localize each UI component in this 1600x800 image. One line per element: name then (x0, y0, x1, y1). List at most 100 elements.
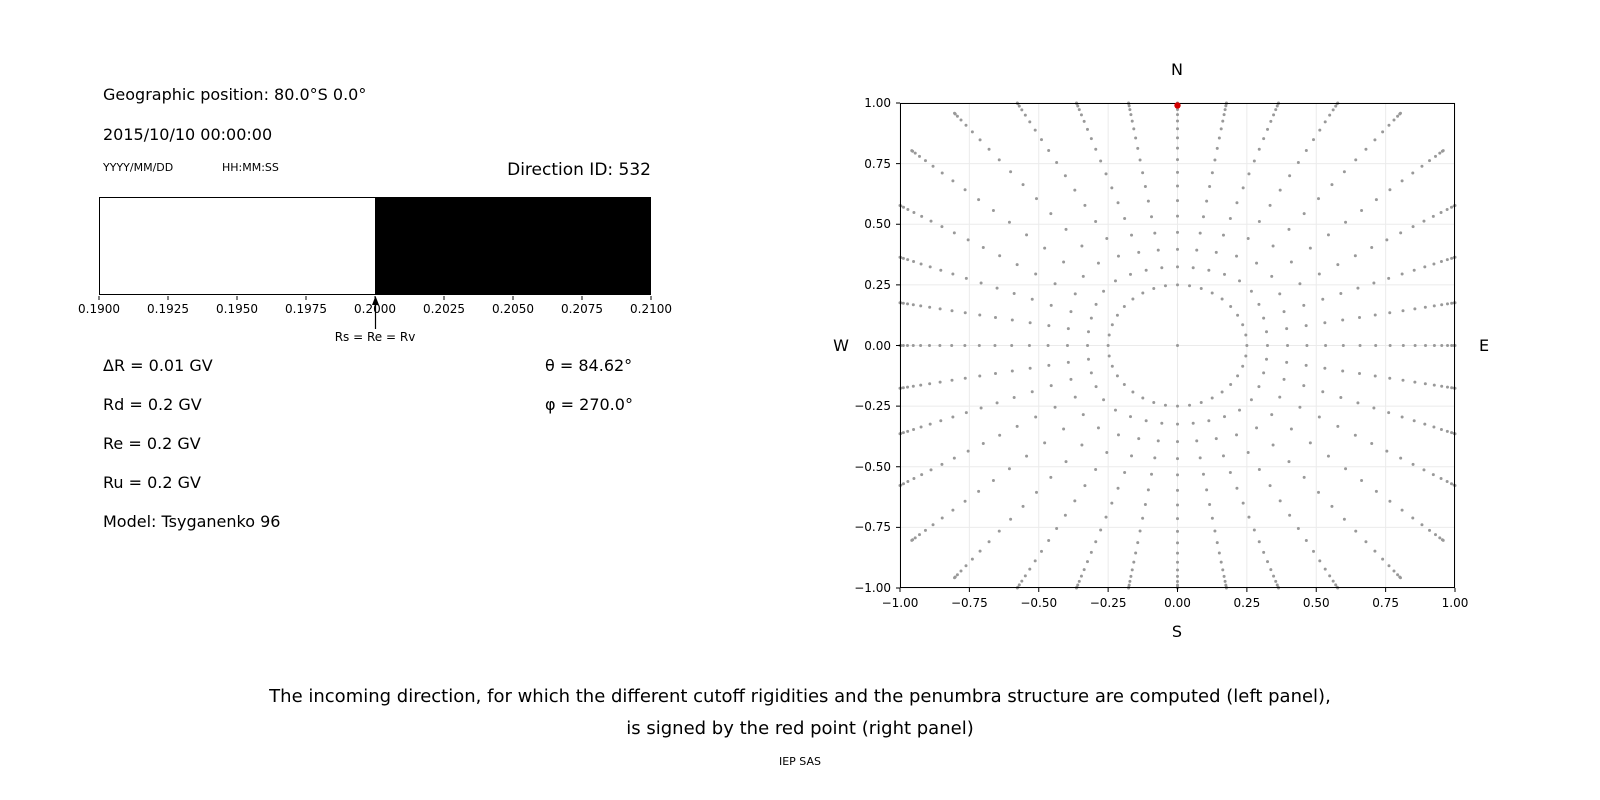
direction-dot (1217, 136, 1221, 140)
penumbra-tick-label: 0.2075 (561, 302, 603, 316)
direction-dot (1116, 486, 1120, 490)
direction-dot (1441, 149, 1445, 153)
direction-dot (1341, 318, 1345, 322)
penumbra-region-forbidden (375, 198, 650, 294)
direction-dot (1373, 549, 1377, 553)
direction-dot (1102, 289, 1106, 293)
direction-dot (1396, 114, 1400, 118)
direction-dot (1388, 311, 1392, 315)
direction-dot (1249, 289, 1253, 293)
penumbra-tick-label: 0.1900 (78, 302, 120, 316)
direction-dot (1176, 529, 1179, 533)
direction-dot (1115, 374, 1119, 378)
direction-dot (1223, 272, 1227, 276)
direction-dot (1010, 344, 1014, 347)
direction-dot (1106, 344, 1110, 347)
direction-dot (1130, 454, 1134, 458)
direction-dot (1353, 254, 1357, 258)
penumbra-tick-label: 0.2025 (423, 302, 465, 316)
direction-dot (1270, 274, 1274, 278)
direction-dot (1235, 486, 1239, 490)
direction-dot (1262, 371, 1266, 375)
direction-dot (1096, 426, 1100, 430)
direction-dot (1235, 433, 1239, 437)
direction-dot (1420, 523, 1424, 527)
direction-dot (1219, 127, 1223, 131)
direction-dot (1073, 395, 1077, 399)
direction-dot (911, 303, 915, 307)
direction-dot (1434, 533, 1437, 537)
direction-dot (1287, 460, 1291, 464)
direction-dot (993, 372, 997, 376)
direction-dot (1015, 263, 1019, 267)
direction-dot (1445, 258, 1449, 262)
direction-dot (1438, 536, 1442, 540)
direction-dot (1176, 404, 1179, 408)
direction-dot (1077, 108, 1081, 112)
direction-dot (1134, 136, 1138, 140)
direction-dot (1288, 174, 1292, 178)
direction-dot (1304, 363, 1308, 367)
penumbra-tick-mark (443, 296, 445, 300)
direction-dot (1201, 215, 1205, 219)
direction-dot (959, 118, 963, 122)
direction-dot (1146, 199, 1150, 203)
direction-dot (1272, 574, 1276, 578)
direction-dot (1326, 454, 1330, 458)
direction-dot (995, 286, 999, 290)
direction-dot (1278, 188, 1282, 192)
direction-dot (1028, 366, 1032, 370)
direction-dot (1317, 272, 1321, 276)
direction-dot (964, 123, 968, 127)
direction-dot (1358, 372, 1362, 376)
direction-dot (940, 171, 944, 175)
direction-dot (1047, 324, 1051, 328)
direction-dot (1440, 384, 1444, 388)
direction-dot (1396, 573, 1400, 577)
direction-dot (1138, 529, 1142, 533)
direction-dot (919, 304, 923, 308)
direction-dot (1033, 559, 1037, 563)
direction-dot (1304, 148, 1308, 152)
direction-dot (1023, 574, 1027, 578)
direction-dot (1296, 526, 1300, 530)
direction-dot (1176, 574, 1179, 578)
y-tick-label: 0.75 (864, 156, 891, 171)
direction-dot (1323, 120, 1327, 124)
direction-dot (1268, 203, 1272, 207)
direction-dot (1047, 363, 1051, 367)
direction-dot (939, 268, 943, 272)
direction-dot (1107, 333, 1111, 337)
direction-dot (1077, 579, 1081, 583)
direction-dot (1199, 287, 1203, 291)
direction-dot (1336, 263, 1340, 267)
direction-dot (987, 540, 991, 544)
direction-dot (1387, 411, 1391, 415)
direction-dot (981, 246, 985, 250)
direction-dot (1244, 354, 1248, 358)
direction-dot (1388, 376, 1392, 380)
direction-dot (1079, 574, 1083, 578)
compass-south-label: S (1171, 622, 1183, 641)
direction-dot (1374, 198, 1378, 202)
direction-dot (931, 523, 935, 527)
direction-dot (1265, 330, 1269, 334)
direction-dot (938, 380, 942, 384)
penumbra-tick-label: 0.2050 (492, 302, 534, 316)
direction-dot (1220, 297, 1224, 301)
direction-dot (1113, 408, 1117, 412)
direction-dot (1219, 560, 1223, 564)
direction-dot (1439, 211, 1443, 215)
direction-dot (1241, 501, 1245, 505)
direction-dot (1344, 467, 1348, 471)
direction-dot (1356, 401, 1360, 405)
x-tick-label: 0.50 (1302, 596, 1330, 610)
direction-dot (952, 231, 956, 235)
compass-east-label: E (1478, 336, 1490, 355)
direction-dot (1150, 472, 1154, 476)
direction-dot (1176, 551, 1179, 555)
direction-dot (1123, 217, 1127, 221)
direction-dot (1176, 136, 1179, 140)
direction-dot (1208, 184, 1212, 188)
direction-dot (1115, 313, 1119, 317)
